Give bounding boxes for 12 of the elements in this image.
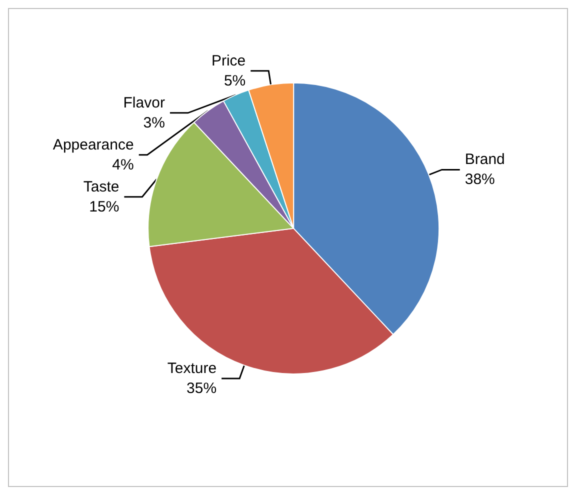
data-label: 4% bbox=[112, 156, 134, 174]
slice-label: Appearance bbox=[52, 136, 134, 154]
slice-label: Taste bbox=[83, 178, 120, 196]
slice-label: Texture bbox=[167, 360, 217, 377]
data-label: 35% bbox=[186, 380, 217, 397]
slice-label: Brand bbox=[464, 151, 505, 168]
data-label: 38% bbox=[464, 171, 495, 188]
slice-label: Flavor bbox=[123, 94, 165, 112]
slice-label: Price bbox=[211, 52, 246, 70]
data-label: 15% bbox=[89, 198, 120, 216]
data-label: 5% bbox=[224, 72, 246, 90]
data-label: 3% bbox=[143, 114, 165, 132]
